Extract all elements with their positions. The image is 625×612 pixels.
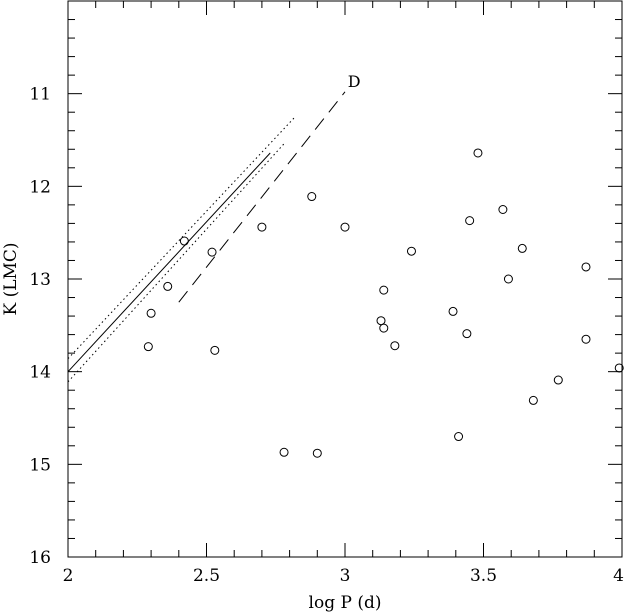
y-tick-label: 11: [29, 85, 51, 105]
annotations: D: [348, 72, 361, 91]
data-point: [312, 448, 322, 458]
data-point: [379, 323, 389, 333]
plot-frame: [67, 0, 623, 558]
data-point: [517, 243, 527, 253]
data-point: [614, 363, 624, 373]
data-point: [143, 342, 153, 352]
data-point: [210, 345, 220, 355]
y-tick-label: 13: [29, 270, 51, 290]
dotted-relation-line: [67, 143, 285, 383]
data-point: [465, 216, 475, 226]
x-tick-label: 3.5: [470, 566, 497, 586]
data-point: [279, 447, 289, 457]
data-point: [454, 432, 464, 442]
x-tick-label: 2: [63, 566, 74, 586]
data-point: [179, 236, 189, 246]
data-point: [553, 375, 563, 385]
data-point: [307, 192, 317, 202]
data-point: [146, 308, 156, 318]
data-point: [207, 247, 217, 257]
data-point: [257, 222, 267, 232]
x-tick-label: 3: [340, 566, 351, 586]
solid-relation-line: [67, 152, 271, 373]
y-tick-label: 14: [29, 363, 51, 383]
y-tick-label: 16: [29, 548, 51, 568]
data-point: [406, 246, 416, 256]
data-point: [379, 285, 389, 295]
x-tick-label: 4: [613, 566, 624, 586]
data-point: [581, 262, 591, 272]
y-tick-label: 15: [29, 455, 51, 475]
data-point: [528, 395, 538, 405]
x-tick-labels: 2 2.5 3 3.5 4: [63, 566, 624, 586]
data-point: [498, 205, 508, 214]
y-axis-label: K (LMC): [1, 242, 21, 315]
x-axis-label: log P (d): [309, 593, 382, 612]
axis-ticks: [67, 0, 623, 558]
data-point: [448, 306, 458, 316]
annotation-label: D: [348, 72, 361, 91]
x-tick-label: 2.5: [193, 566, 220, 586]
data-point: [340, 222, 350, 232]
data-point: [163, 281, 173, 291]
data-point: [462, 329, 472, 339]
data-point: [376, 316, 386, 326]
data-point: [473, 148, 483, 158]
dotted-relation-line: [67, 116, 296, 360]
y-tick-label: 12: [29, 177, 51, 197]
data-points: [143, 148, 624, 458]
data-point: [390, 341, 400, 351]
y-tick-labels: 11 12 13 14 15 16: [29, 85, 51, 568]
dashed-relation-line: [178, 91, 346, 303]
data-point: [581, 334, 591, 344]
relation-lines: [67, 91, 346, 383]
data-point: [503, 274, 513, 284]
